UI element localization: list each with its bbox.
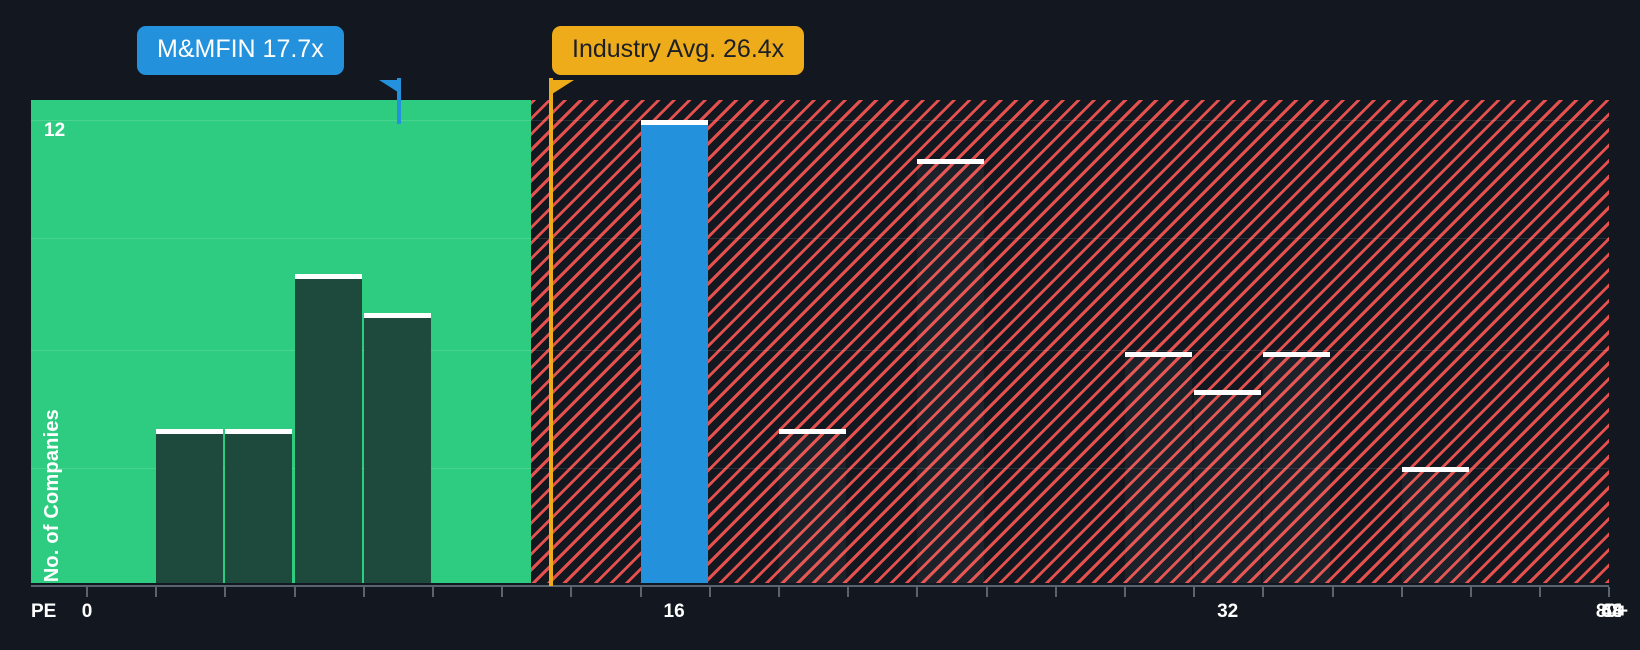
x-tick-label-0: 0 [81, 601, 93, 622]
company-pe-callout[interactable]: M&MFIN 17.7x [137, 26, 344, 75]
bar-cap [779, 428, 846, 434]
bar-4-6[interactable] [225, 428, 293, 583]
bar-body [1194, 390, 1262, 583]
bar-cap [1125, 351, 1192, 357]
hatch-pattern [531, 100, 1609, 583]
x-tick [86, 587, 88, 597]
x-tick [1054, 587, 1057, 597]
x-tick [1262, 587, 1265, 597]
x-tick [362, 587, 365, 597]
bar-cap [1194, 390, 1262, 396]
x-tick-label-48: 48 [1601, 601, 1623, 622]
bar-body [917, 158, 985, 583]
bar-2-4[interactable] [156, 428, 224, 583]
x-tick-label-16: 16 [663, 601, 685, 622]
bar-34-36[interactable] [1263, 351, 1331, 583]
bar-16-18[interactable] [640, 120, 708, 583]
bar-8-10[interactable] [363, 312, 431, 583]
industry-callout-tail [552, 80, 574, 94]
bar-20-22[interactable] [779, 428, 846, 583]
bar-body [1401, 467, 1469, 583]
bar-32-34[interactable] [1194, 390, 1262, 583]
bar-cap [294, 274, 362, 280]
x-tick [570, 587, 573, 597]
x-tick [985, 587, 988, 597]
bar-cap [156, 428, 224, 434]
x-tick [155, 587, 158, 597]
bar-30-32[interactable] [1125, 351, 1192, 583]
bar-cap [363, 312, 431, 318]
y-axis-label: No. of Companies [41, 408, 63, 582]
y-axis-top-tick: 12 [44, 120, 66, 141]
x-tick [1470, 587, 1472, 597]
x-tick [224, 587, 227, 597]
x-axis-line [31, 585, 1609, 587]
x-tick [847, 587, 850, 597]
bar-38-40[interactable] [1401, 467, 1469, 583]
bar-body [225, 428, 293, 583]
x-tick [708, 587, 711, 597]
bar-cap [1263, 351, 1331, 357]
bar-cap [1401, 467, 1469, 473]
x-tick-label-64: 64 [1601, 601, 1623, 622]
bar-cap [225, 428, 293, 434]
bar-body [779, 428, 846, 583]
x-tick [1400, 587, 1403, 597]
x-tick [293, 587, 296, 597]
x-tick-label-32: 32 [1217, 601, 1239, 622]
x-axis-prefix-label: PE [31, 601, 57, 622]
x-tick [778, 587, 780, 597]
bar-body [1125, 351, 1192, 583]
bar-body [294, 274, 362, 583]
bar-body [363, 312, 431, 583]
x-tick [639, 587, 642, 597]
x-tick [1608, 587, 1611, 597]
bar-cap [917, 158, 985, 164]
plot-area [31, 100, 1609, 583]
x-tick [916, 587, 919, 597]
x-tick [1539, 587, 1542, 597]
company-marker-line [397, 78, 401, 124]
bar-cap [640, 120, 708, 125]
x-tick [1193, 587, 1196, 597]
bar-body [156, 428, 224, 583]
x-tick [501, 587, 504, 597]
bar-body [640, 120, 708, 583]
bar-24-26[interactable] [917, 158, 985, 583]
x-tick [432, 587, 434, 597]
x-tick-label-80plus: 80+ [1595, 601, 1629, 622]
company-callout-tail [379, 80, 401, 94]
x-tick [1331, 587, 1334, 597]
bar-6-8[interactable] [294, 274, 362, 583]
bar-body [1263, 351, 1331, 583]
overvalued-zone [531, 100, 1609, 583]
industry-pe-callout[interactable]: Industry Avg. 26.4x [552, 26, 805, 75]
industry-marker-line [549, 78, 553, 586]
x-tick [1124, 587, 1126, 597]
